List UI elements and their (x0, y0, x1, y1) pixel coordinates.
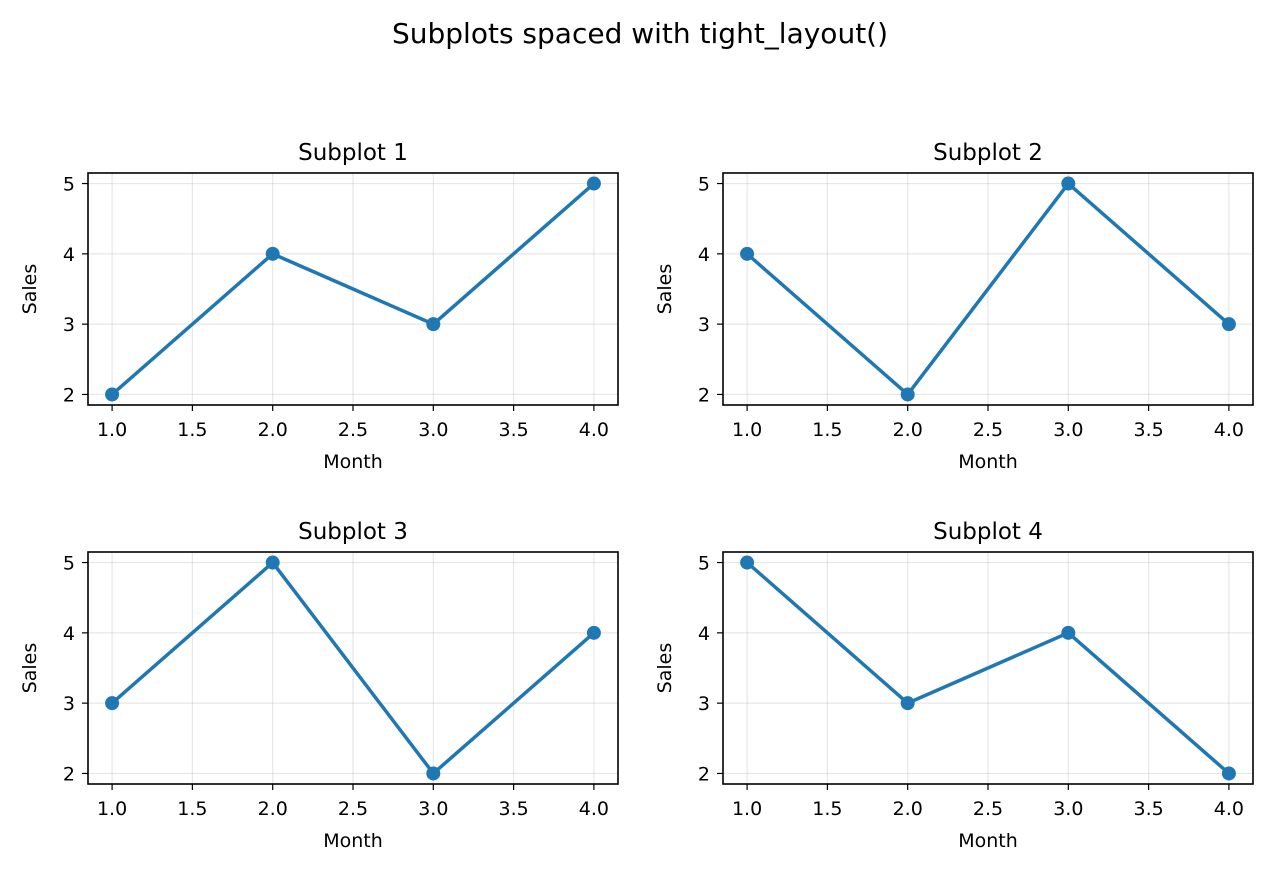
subplot-1-x-axis-label: Month (323, 451, 383, 473)
subplot-1-series-line (110, 181, 596, 397)
subplot-1-x-tick-label: 1.5 (177, 419, 207, 441)
subplot-3-data-point (105, 696, 120, 711)
subplot-2-y-tick-label: 5 (698, 174, 710, 196)
subplot-2: 1.0 1.5 2.0 2.5 3.0 3.5 4.0 2 3 4 5 Subplot 2 Month S… (654, 140, 1254, 473)
subplot-4-x-axis-label: Month (958, 830, 1018, 852)
subplot-4-series-line (745, 560, 1231, 776)
subplot-3-x-tick-label: 2.5 (338, 798, 368, 820)
subplot-2-y-tick-label: 4 (698, 244, 710, 266)
subplot-2-x-tick-label: 2.5 (973, 419, 1003, 441)
subplot-1-title: Subplot 1 (298, 140, 408, 166)
subplot-grid: 1.0 1.5 2.0 2.5 3.0 3.5 4.0 2 3 4 5 Subplot 1 Month S… (19, 140, 1254, 852)
subplot-2-x-tick-label: 4.0 (1214, 419, 1244, 441)
subplot-4-data-point (900, 696, 915, 711)
subplot-2-y-tick-label: 2 (698, 384, 710, 406)
subplot-2-y-axis-label: Sales (654, 264, 676, 315)
subplot-1-x-tick-label: 2.5 (338, 419, 368, 441)
subplot-4: 1.0 1.5 2.0 2.5 3.0 3.5 4.0 2 3 4 5 Subplot 4 Month S… (654, 519, 1254, 852)
subplot-4-y-tick-label: 2 (698, 763, 710, 785)
subplot-3-x-tick-label: 2.0 (258, 798, 288, 820)
subplot-1-data-point (426, 317, 441, 332)
subplot-3-y-tick-label: 3 (63, 693, 75, 715)
subplot-4-x-tick-label: 3.0 (1053, 798, 1083, 820)
subplot-4-x-tick-label: 3.5 (1133, 798, 1163, 820)
subplot-4-y-tick-label: 5 (698, 553, 710, 575)
subplot-3-y-axis-label: Sales (19, 643, 41, 694)
subplot-1-y-tick-label: 5 (63, 174, 75, 196)
subplot-3: 1.0 1.5 2.0 2.5 3.0 3.5 4.0 2 3 4 5 Subplot 3 Month S… (19, 519, 619, 852)
subplot-2-title: Subplot 2 (933, 140, 1043, 166)
subplot-2-x-axis-label: Month (958, 451, 1018, 473)
subplot-4-x-tick-label: 4.0 (1214, 798, 1244, 820)
subplot-3-series-line (110, 560, 596, 776)
subplot-1-frame (87, 172, 619, 406)
subplot-1: 1.0 1.5 2.0 2.5 3.0 3.5 4.0 2 3 4 5 Subplot 1 Month S… (19, 140, 619, 473)
subplot-3-y-tick-label: 5 (63, 553, 75, 575)
subplot-1-x-tick-label: 2.0 (258, 419, 288, 441)
subplot-3-data-point (265, 555, 280, 570)
figure-suptitle: Subplots spaced with tight_layout() (392, 17, 888, 50)
subplot-3-x-tick-label: 4.0 (579, 798, 609, 820)
subplot-3-data-point (426, 766, 441, 781)
subplot-4-data-point (1061, 625, 1076, 640)
subplot-2-data-point (740, 246, 755, 261)
subplot-4-x-tick-label: 1.5 (812, 798, 842, 820)
subplot-3-x-tick-label: 1.5 (177, 798, 207, 820)
subplot-3-frame (87, 551, 619, 785)
subplot-2-y-tick-label: 3 (698, 314, 710, 336)
subplot-4-data-point (1221, 766, 1236, 781)
subplot-2-data-point (900, 387, 915, 402)
subplot-4-x-tick-label: 2.5 (973, 798, 1003, 820)
subplot-1-y-tick-label: 4 (63, 244, 75, 266)
subplot-1-y-tick-label: 2 (63, 384, 75, 406)
subplot-3-y-tick-label: 2 (63, 763, 75, 785)
subplot-3-x-tick-label: 1.0 (97, 798, 127, 820)
subplot-1-data-point (586, 176, 601, 191)
subplot-3-x-axis-label: Month (323, 830, 383, 852)
subplot-3-x-tick-label: 3.0 (418, 798, 448, 820)
subplot-3-title: Subplot 3 (298, 519, 408, 545)
subplot-1-x-tick-label: 3.5 (498, 419, 528, 441)
subplot-1-data-point (105, 387, 120, 402)
subplot-4-y-axis-label: Sales (654, 643, 676, 694)
subplot-1-x-tick-label: 3.0 (418, 419, 448, 441)
subplot-4-title: Subplot 4 (933, 519, 1043, 545)
subplot-4-x-tick-label: 2.0 (893, 798, 923, 820)
subplot-3-y-tick-label: 4 (63, 623, 75, 645)
subplot-1-y-tick-label: 3 (63, 314, 75, 336)
subplot-2-data-point (1221, 317, 1236, 332)
subplot-2-x-tick-label: 3.5 (1133, 419, 1163, 441)
subplot-2-x-tick-label: 1.5 (812, 419, 842, 441)
subplot-1-x-tick-label: 1.0 (97, 419, 127, 441)
subplot-4-data-point (740, 555, 755, 570)
subplot-2-x-tick-label: 2.0 (893, 419, 923, 441)
subplot-2-x-tick-label: 3.0 (1053, 419, 1083, 441)
subplot-2-frame (722, 172, 1254, 406)
subplot-3-x-tick-label: 3.5 (498, 798, 528, 820)
subplot-2-data-point (1061, 176, 1076, 191)
subplot-1-y-axis-label: Sales (19, 264, 41, 315)
subplot-4-x-tick-label: 1.0 (732, 798, 762, 820)
subplot-1-data-point (265, 246, 280, 261)
subplot-4-frame (722, 551, 1254, 785)
subplot-2-x-tick-label: 1.0 (732, 419, 762, 441)
subplot-1-x-tick-label: 4.0 (579, 419, 609, 441)
subplot-4-y-tick-label: 4 (698, 623, 710, 645)
subplot-3-data-point (586, 625, 601, 640)
subplot-4-y-tick-label: 3 (698, 693, 710, 715)
subplot-2-series-line (745, 181, 1231, 397)
